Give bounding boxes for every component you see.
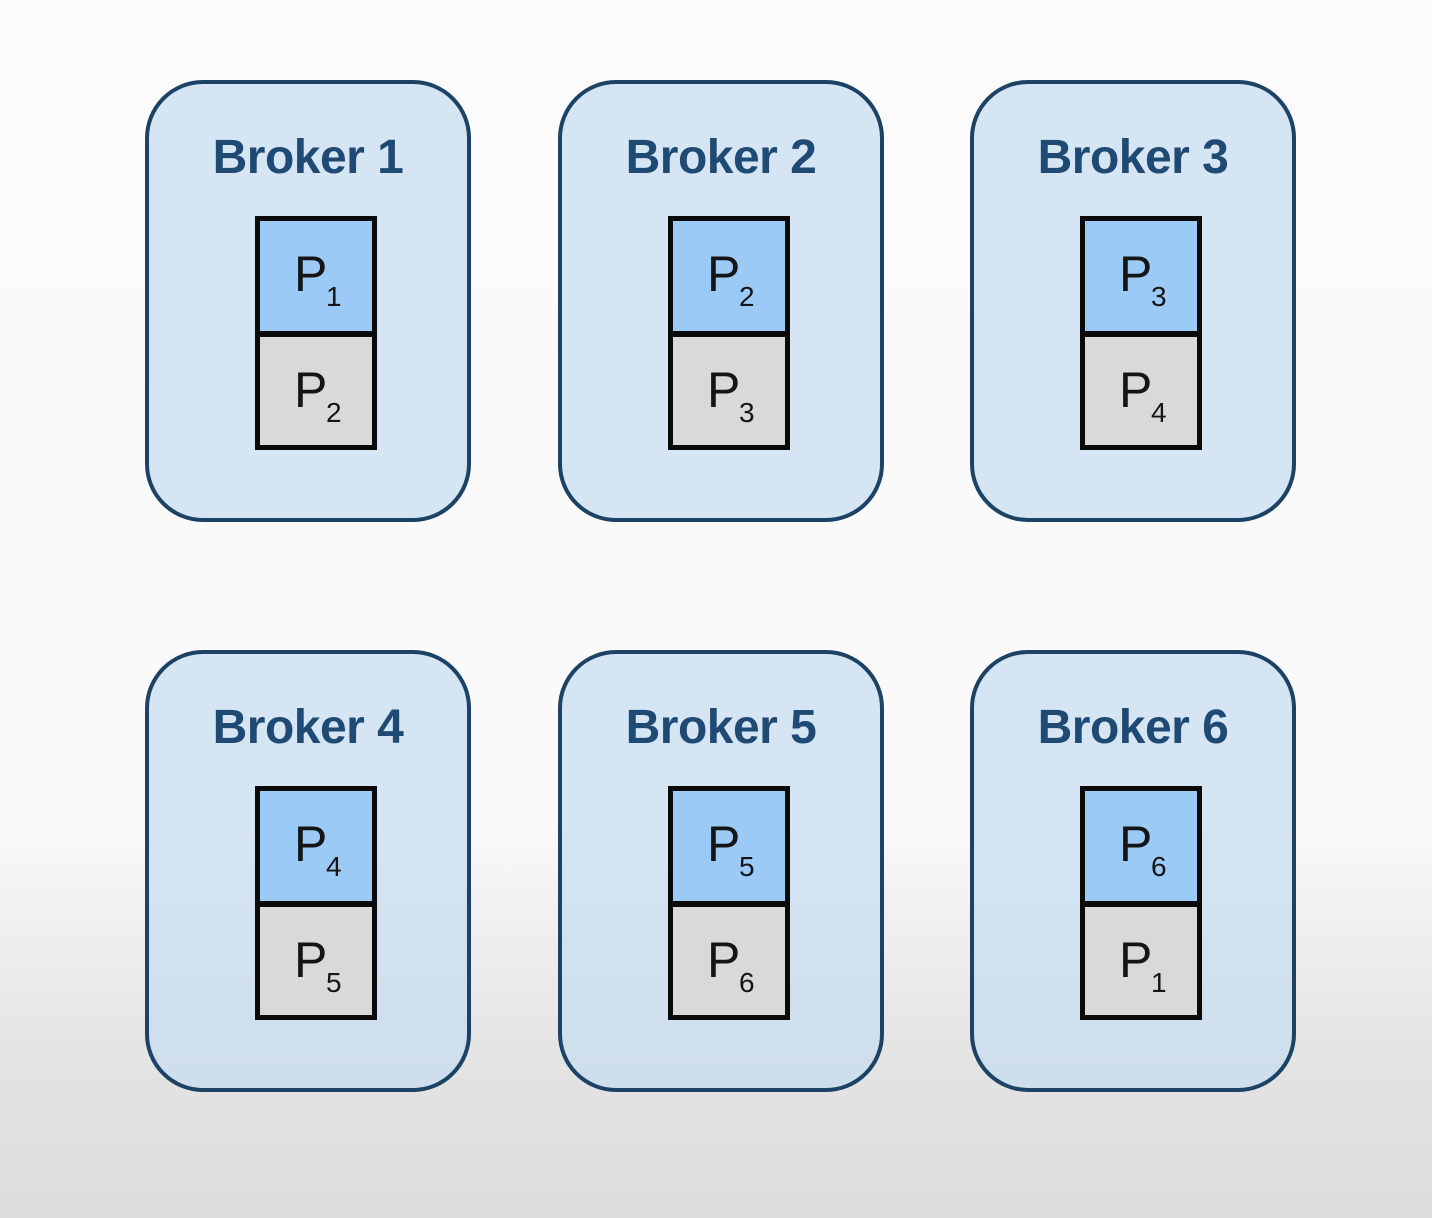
broker-6-title: Broker 6 bbox=[1037, 701, 1229, 754]
broker-5-leader-partition: P 5 bbox=[673, 791, 785, 901]
broker-1-partition-stack: P 1 P 2 bbox=[255, 216, 377, 450]
partition-letter: P bbox=[294, 932, 328, 988]
broker-5-replica-partition: P 6 bbox=[673, 907, 785, 1015]
broker-1-title: Broker 1 bbox=[212, 131, 404, 184]
partition-index: 4 bbox=[326, 851, 342, 882]
partition-index: 2 bbox=[326, 397, 342, 428]
broker-2-box: Broker 2 P 2 P 3 bbox=[558, 80, 884, 522]
partition-index: 5 bbox=[739, 851, 755, 882]
partition-letter: P bbox=[1119, 816, 1153, 872]
partition-letter: P bbox=[707, 932, 741, 988]
broker-6-leader-partition: P 6 bbox=[1085, 791, 1197, 901]
partition-letter: P bbox=[1119, 932, 1153, 988]
broker-4-box: Broker 4 P 4 P 5 bbox=[145, 650, 471, 1092]
broker-2-replica-partition: P 3 bbox=[673, 337, 785, 445]
broker-3-title: Broker 3 bbox=[1037, 131, 1229, 184]
broker-2-title: Broker 2 bbox=[625, 131, 817, 184]
broker-5-box: Broker 5 P 5 P 6 bbox=[558, 650, 884, 1092]
broker-4-leader-partition: P 4 bbox=[260, 791, 372, 901]
partition-letter: P bbox=[1119, 246, 1153, 302]
partition-letter: P bbox=[294, 246, 328, 302]
broker-4-partition-stack: P 4 P 5 bbox=[255, 786, 377, 1020]
partition-letter: P bbox=[294, 362, 328, 418]
partition-index: 3 bbox=[1151, 281, 1167, 312]
broker-3-box: Broker 3 P 3 P 4 bbox=[970, 80, 1296, 522]
broker-4-title: Broker 4 bbox=[212, 701, 404, 754]
partition-index: 5 bbox=[326, 967, 342, 998]
broker-2-partition-stack: P 2 P 3 bbox=[668, 216, 790, 450]
partition-index: 2 bbox=[739, 281, 755, 312]
partition-index: 4 bbox=[1151, 397, 1167, 428]
broker-3-partition-stack: P 3 P 4 bbox=[1080, 216, 1202, 450]
partition-index: 6 bbox=[1151, 851, 1167, 882]
broker-2-leader-partition: P 2 bbox=[673, 221, 785, 331]
partition-index: 1 bbox=[326, 281, 342, 312]
partition-index: 3 bbox=[739, 397, 755, 428]
partition-letter: P bbox=[707, 362, 741, 418]
broker-1-box: Broker 1 P 1 P 2 bbox=[145, 80, 471, 522]
broker-6-partition-stack: P 6 P 1 bbox=[1080, 786, 1202, 1020]
partition-letter: P bbox=[294, 816, 328, 872]
partition-index: 6 bbox=[739, 967, 755, 998]
broker-6-box: Broker 6 P 6 P 1 bbox=[970, 650, 1296, 1092]
broker-6-replica-partition: P 1 bbox=[1085, 907, 1197, 1015]
broker-5-partition-stack: P 5 P 6 bbox=[668, 786, 790, 1020]
broker-5-title: Broker 5 bbox=[625, 701, 817, 754]
broker-1-leader-partition: P 1 bbox=[260, 221, 372, 331]
partition-letter: P bbox=[707, 816, 741, 872]
partition-letter: P bbox=[707, 246, 741, 302]
broker-1-replica-partition: P 2 bbox=[260, 337, 372, 445]
broker-3-replica-partition: P 4 bbox=[1085, 337, 1197, 445]
partition-index: 1 bbox=[1151, 967, 1167, 998]
partition-letter: P bbox=[1119, 362, 1153, 418]
broker-3-leader-partition: P 3 bbox=[1085, 221, 1197, 331]
broker-4-replica-partition: P 5 bbox=[260, 907, 372, 1015]
